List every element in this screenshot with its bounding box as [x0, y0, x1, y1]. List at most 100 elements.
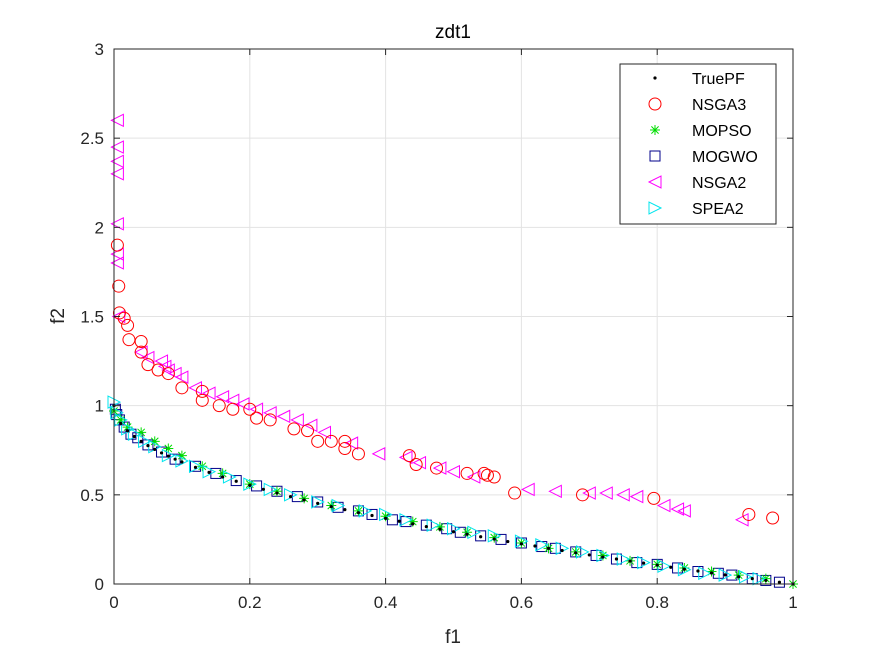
- data-point-nsga2: [629, 489, 644, 504]
- data-point-nsga3: [250, 411, 264, 425]
- data-point-truepf: [356, 511, 361, 515]
- data-point-mogwo: [420, 519, 432, 531]
- data-point-nsga2: [110, 113, 124, 128]
- data-point-nsga2: [521, 482, 535, 497]
- data-point-nsga3: [121, 318, 135, 332]
- data-point-nsga3: [112, 306, 126, 320]
- data-point-truepf: [682, 567, 686, 571]
- y-tick-label: 3: [95, 40, 104, 59]
- x-tick-label: 0.8: [645, 593, 669, 612]
- x-axis-label: f1: [445, 627, 461, 648]
- data-point-nsga3: [409, 458, 423, 472]
- data-point-nsga2: [110, 256, 124, 270]
- data-point-truepf: [451, 530, 456, 534]
- data-point-truepf: [207, 470, 211, 474]
- data-point-truepf: [574, 551, 578, 555]
- data-point-nsga3: [287, 422, 301, 436]
- legend-box: [619, 63, 777, 225]
- data-point-mogwo: [386, 514, 398, 526]
- data-point-nsga3: [647, 491, 661, 505]
- data-point-nsga2: [110, 216, 124, 231]
- legend-label: SPEA2: [692, 201, 744, 218]
- data-point-truepf: [723, 573, 727, 577]
- data-point-truepf: [261, 487, 265, 491]
- data-point-spea2: [426, 518, 441, 532]
- data-point-nsga3: [175, 381, 189, 395]
- data-point-truepf: [329, 505, 333, 509]
- data-point-truepf: [132, 434, 136, 439]
- data-point-nsga2: [432, 461, 447, 475]
- data-point-mogwo: [169, 453, 181, 465]
- data-point-nsga2: [616, 488, 630, 502]
- data-point-nsga3: [338, 434, 352, 448]
- y-tick-label: 2.5: [80, 129, 104, 148]
- data-point-spea2: [188, 459, 203, 474]
- data-point-nsga2: [157, 359, 172, 374]
- data-point-nsga2: [167, 366, 182, 381]
- data-point-mopso: [380, 511, 391, 522]
- data-point-mopso: [176, 450, 187, 461]
- legend-label: MOGWO: [692, 149, 758, 166]
- data-point-nsga2: [140, 350, 155, 365]
- data-point-nsga2: [276, 409, 291, 424]
- legend: TruePF NSGA3 MOPSO MOGWO NSGA2 SPEA2: [619, 63, 777, 225]
- data-point-truepf: [465, 532, 469, 536]
- data-point-mopso: [271, 486, 282, 497]
- data-point-mopso: [733, 570, 744, 581]
- data-point-truepf: [560, 548, 564, 553]
- data-point-nsga3: [576, 488, 590, 502]
- data-point-mogwo: [475, 530, 487, 542]
- data-point-truepf: [180, 460, 184, 464]
- data-point-truepf: [642, 561, 646, 565]
- data-point-nsga3: [311, 434, 325, 448]
- data-point-mogwo: [366, 508, 378, 520]
- data-point-truepf: [737, 575, 741, 579]
- data-point-nsga2: [582, 486, 596, 500]
- data-point-truepf: [370, 513, 374, 518]
- axis-ticks: 0 0.2 0.4 0.6 0.8 1 0 0.5 1 1.5 2 2.5 3: [80, 40, 797, 612]
- data-point-nsga2: [110, 140, 124, 154]
- y-tick-label: 1.5: [80, 308, 104, 327]
- data-point-spea2: [718, 568, 733, 582]
- data-point-nsga2: [161, 363, 175, 377]
- data-point-truepf: [601, 555, 605, 559]
- data-point-truepf: [655, 563, 659, 567]
- data-point-nsga2: [677, 504, 691, 518]
- data-point-spea2: [175, 454, 190, 468]
- data-point-mogwo: [692, 566, 704, 578]
- data-point-spea2: [110, 405, 124, 420]
- data-point-mogwo: [230, 475, 242, 487]
- legend-label: TruePF: [692, 71, 745, 88]
- data-point-nsga3: [487, 470, 501, 484]
- data-point-truepf: [397, 519, 401, 523]
- data-point-nsga3: [134, 334, 148, 348]
- data-point-mopso: [407, 516, 418, 527]
- data-point-truepf: [384, 516, 388, 520]
- data-point-nsga3: [243, 402, 257, 416]
- y-tick-label: 1: [95, 397, 104, 416]
- legend-label: NSGA3: [692, 97, 746, 114]
- data-point-truepf: [234, 479, 238, 483]
- data-point-nsga3: [351, 447, 365, 461]
- legend-marker-spea2: [648, 201, 663, 215]
- data-point-nsga2: [235, 397, 250, 411]
- data-point-truepf: [221, 475, 225, 479]
- x-tick-label: 0: [109, 593, 118, 612]
- data-point-nsga3: [430, 461, 444, 475]
- data-point-spea2: [138, 434, 152, 449]
- data-point-nsga3: [324, 434, 338, 448]
- data-point-nsga2: [466, 470, 481, 484]
- legend-label: MOPSO: [692, 123, 752, 140]
- data-point-mopso: [462, 527, 473, 538]
- data-point-nsga2: [670, 502, 685, 516]
- data-point-nsga3: [226, 402, 240, 416]
- data-point-nsga2: [215, 389, 230, 404]
- data-point-nsga2: [371, 447, 386, 461]
- data-point-nsga3: [151, 363, 165, 377]
- y-tick-label: 0: [95, 575, 104, 594]
- data-point-mopso: [353, 505, 364, 516]
- data-point-spea2: [698, 566, 712, 581]
- data-point-nsga2: [290, 413, 304, 427]
- data-point-mopso: [136, 427, 147, 438]
